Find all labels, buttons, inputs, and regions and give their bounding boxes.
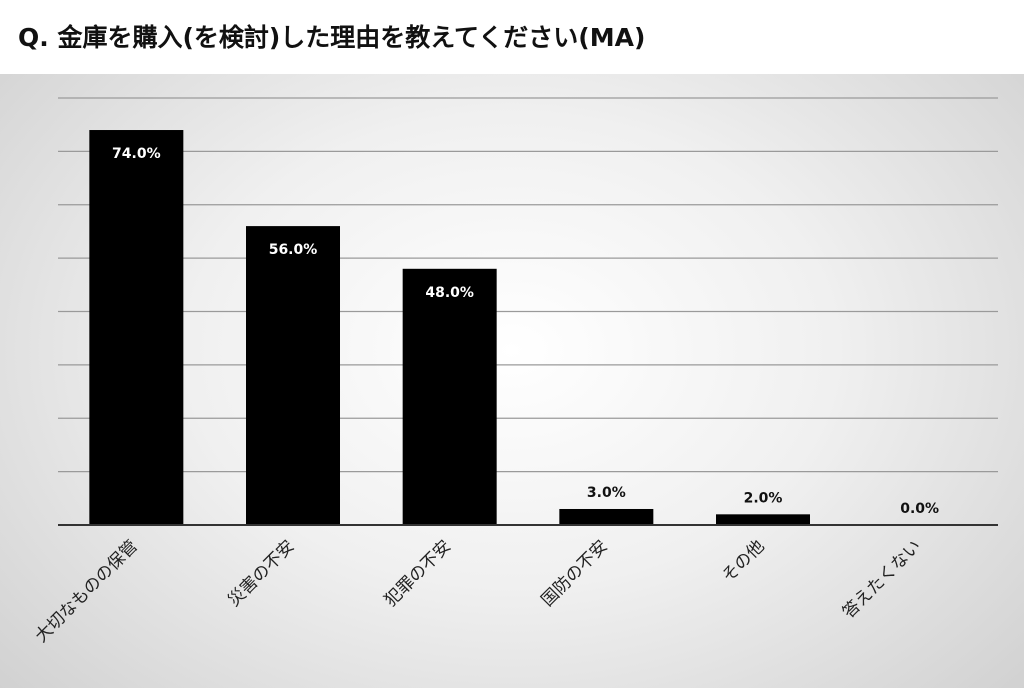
- value-labels: 74.0% 56.0% 48.0% 3.0% 2.0% 0.0%: [112, 146, 939, 517]
- bar: [246, 226, 340, 525]
- bar: [402, 268, 497, 525]
- category-label: 国防の不安: [538, 536, 612, 610]
- category-label: 答えたくない: [839, 536, 925, 622]
- category-label: その他: [718, 536, 768, 586]
- data-label: 2.0%: [744, 490, 783, 506]
- data-label: 3.0%: [587, 485, 626, 501]
- bar: [559, 508, 654, 525]
- category-labels: 大切なものの保管 災害の不安 犯罪の不安 国防の不安 その他 答えたくない: [32, 536, 926, 646]
- data-label: 48.0%: [425, 285, 474, 301]
- bar: [716, 514, 810, 525]
- category-label: 犯罪の不安: [381, 536, 455, 610]
- data-label: 0.0%: [900, 501, 939, 517]
- category-label: 大切なものの保管: [32, 536, 142, 646]
- chart-title: Q. 金庫を購入(を検討)した理由を教えてください(MA): [18, 23, 646, 52]
- category-label: 災害の不安: [224, 536, 298, 610]
- data-label: 74.0%: [112, 146, 161, 162]
- bars: [89, 130, 810, 525]
- data-label: 56.0%: [269, 242, 318, 258]
- bar: [89, 130, 184, 525]
- gridlines: [58, 97, 998, 473]
